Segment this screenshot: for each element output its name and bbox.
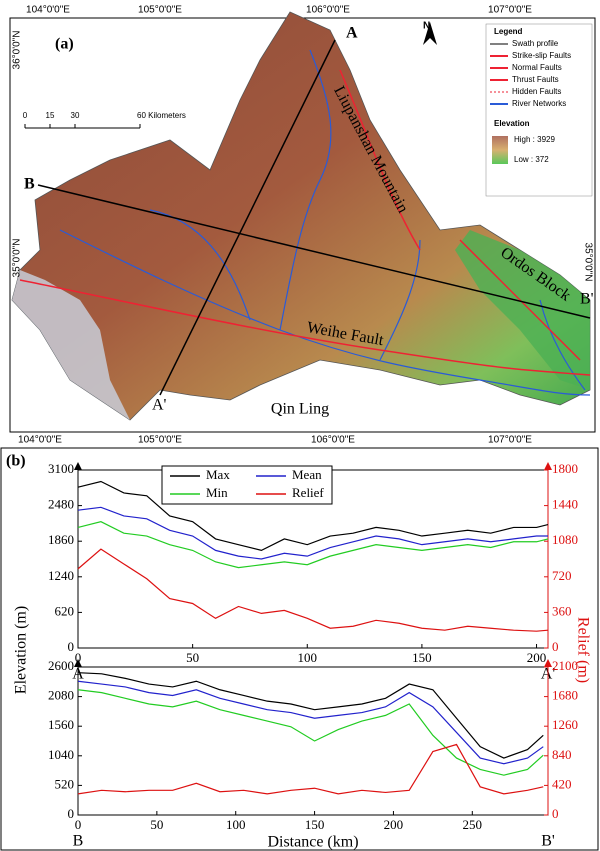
lon-label: 105°0'0"E bbox=[138, 5, 182, 16]
profile-label: A bbox=[346, 25, 358, 42]
scale-label: 60 Kilometers bbox=[137, 111, 186, 120]
scale-label: 0 bbox=[23, 111, 28, 120]
lat-label: 36°0'0"N bbox=[12, 31, 23, 70]
lon-label: 107°0'0"E bbox=[488, 5, 532, 16]
y-tick-label: 1560 bbox=[48, 717, 74, 732]
profile-end: B' bbox=[541, 833, 555, 850]
axis-arrow bbox=[544, 462, 552, 470]
legend-label: Max bbox=[206, 467, 230, 482]
y-tick-label: 1240 bbox=[48, 568, 74, 583]
scale-label: 15 bbox=[46, 111, 55, 120]
profile-label: A' bbox=[152, 397, 167, 414]
y2-tick-label: 0 bbox=[552, 639, 559, 654]
y-tick-label: 2480 bbox=[48, 497, 74, 512]
lon-label: 104°0'0"E bbox=[18, 435, 62, 446]
profile-label: B' bbox=[580, 291, 594, 308]
place-label: Qin Ling bbox=[271, 401, 329, 418]
legend-label: Mean bbox=[292, 467, 322, 482]
legend-label: Relief bbox=[292, 485, 324, 500]
plot-frame bbox=[78, 667, 548, 815]
scale-label: 30 bbox=[71, 111, 80, 120]
y2-tick-label: 360 bbox=[552, 603, 572, 618]
lon-label: 106°0'0"E bbox=[311, 435, 355, 446]
series-line bbox=[78, 549, 548, 631]
legend-title: Elevation bbox=[494, 119, 530, 128]
series-line bbox=[78, 507, 548, 559]
series-line bbox=[78, 681, 543, 764]
x-tick-label: 50 bbox=[150, 817, 163, 832]
legend-item: River Networks bbox=[512, 99, 566, 108]
map-legend: Legend Swath profile Strike-slip Faults … bbox=[486, 24, 592, 196]
x-tick-label: 50 bbox=[186, 650, 199, 665]
y2-tick-label: 2100 bbox=[552, 658, 578, 673]
y2-tick-label: 420 bbox=[552, 776, 572, 791]
lat-label: 35°0'0"N bbox=[12, 239, 23, 278]
y2-tick-label: 720 bbox=[552, 568, 572, 583]
y-tick-label: 1860 bbox=[48, 532, 74, 547]
y2-tick-label: 1800 bbox=[552, 461, 578, 476]
series-line bbox=[78, 690, 543, 775]
y-tick-label: 2080 bbox=[48, 688, 74, 703]
x-tick-label: 0 bbox=[75, 817, 82, 832]
y-tick-label: 620 bbox=[55, 603, 75, 618]
elevation-low: Low : 372 bbox=[514, 155, 549, 164]
legend-item: Strike-slip Faults bbox=[512, 51, 571, 60]
x-tick-label: 100 bbox=[298, 650, 318, 665]
y-tick-label: 0 bbox=[68, 806, 75, 821]
figure: (a) 104°0'0"E 105°0'0"E 106°0'0"E 107°0'… bbox=[0, 0, 600, 851]
legend-item: Hidden Faults bbox=[512, 87, 561, 96]
lon-label: 106°0'0"E bbox=[306, 5, 350, 16]
x-axis-label: Distance (km) bbox=[267, 834, 358, 851]
x-tick-label: 150 bbox=[305, 817, 325, 832]
x-tick-label: 250 bbox=[463, 817, 483, 832]
legend-title: Legend bbox=[494, 27, 523, 36]
y2-tick-label: 1680 bbox=[552, 688, 578, 703]
y2-tick-label: 1260 bbox=[552, 717, 578, 732]
panel-label: (b) bbox=[6, 453, 26, 470]
y-tick-label: 520 bbox=[55, 776, 75, 791]
x-tick-label: 100 bbox=[226, 817, 246, 832]
profile-label: B bbox=[24, 176, 35, 193]
y-axis-label: Elevation (m) bbox=[13, 606, 30, 694]
north-label: N bbox=[423, 21, 430, 32]
legend-label: Min bbox=[206, 485, 228, 500]
series-line bbox=[78, 673, 543, 758]
y2-axis-label: Relief (m) bbox=[574, 617, 591, 683]
lon-label: 107°0'0"E bbox=[488, 435, 532, 446]
y-tick-label: 2600 bbox=[48, 658, 74, 673]
x-tick-label: 150 bbox=[412, 650, 432, 665]
y-tick-label: 3100 bbox=[48, 461, 74, 476]
legend-item: Normal Faults bbox=[512, 63, 562, 72]
axis-arrow bbox=[74, 462, 82, 470]
map: (a) 104°0'0"E 105°0'0"E 106°0'0"E 107°0'… bbox=[10, 5, 595, 446]
y2-tick-label: 1080 bbox=[552, 532, 578, 547]
lon-label: 105°0'0"E bbox=[138, 435, 182, 446]
x-tick-label: 200 bbox=[527, 650, 547, 665]
y2-tick-label: 1440 bbox=[552, 497, 578, 512]
y-tick-label: 1040 bbox=[48, 747, 74, 762]
x-tick-label: 200 bbox=[384, 817, 404, 832]
series-line bbox=[78, 522, 548, 568]
series-line bbox=[78, 745, 543, 794]
legend-item: Swath profile bbox=[512, 39, 559, 48]
elevation-high: High : 3929 bbox=[514, 135, 555, 144]
lat-label: 35°0'0"N bbox=[582, 243, 593, 282]
y2-tick-label: 0 bbox=[552, 806, 559, 821]
legend-item: Thrust Faults bbox=[512, 75, 559, 84]
profile-start: B bbox=[73, 833, 84, 850]
y2-tick-label: 840 bbox=[552, 747, 572, 762]
panel-label: (a) bbox=[55, 36, 74, 53]
y-tick-label: 0 bbox=[68, 639, 75, 654]
lon-label: 104°0'0"E bbox=[26, 5, 70, 16]
